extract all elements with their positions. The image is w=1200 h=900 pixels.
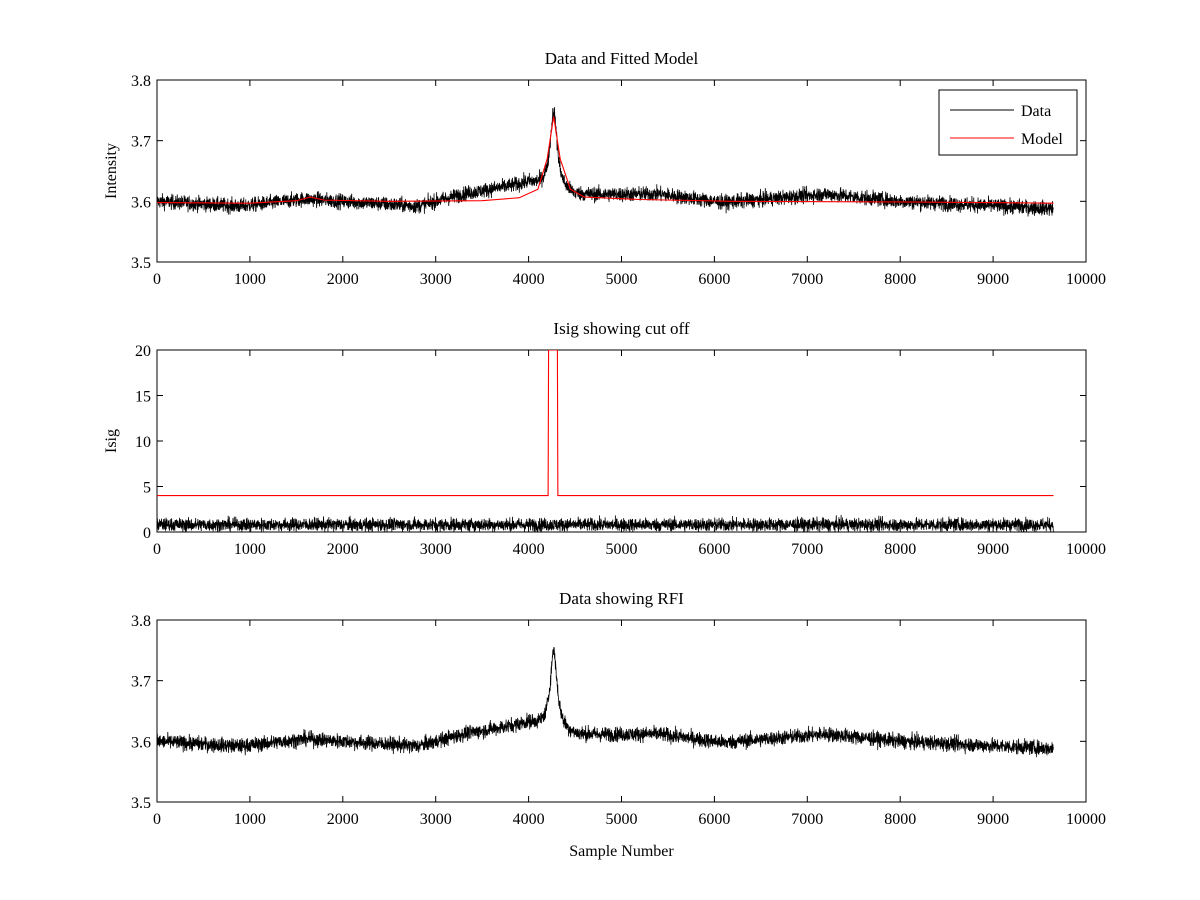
y-tick-label: 5 xyxy=(143,480,151,497)
x-tick-label: 3000 xyxy=(420,271,452,288)
x-tick-label: 1000 xyxy=(234,271,266,288)
x-tick-label: 4000 xyxy=(513,811,545,828)
chart-title: Isig showing cut off xyxy=(553,319,689,338)
y-tick-label: 0 xyxy=(143,525,151,542)
series-isig-line xyxy=(157,514,1054,532)
series-data-line xyxy=(157,107,1054,217)
y-tick-label: 3.6 xyxy=(131,734,151,751)
x-tick-label: 0 xyxy=(153,811,161,828)
y-tick-label: 15 xyxy=(135,389,151,406)
x-tick-label: 7000 xyxy=(791,541,823,558)
y-tick-label: 3.5 xyxy=(131,795,151,812)
x-tick-label: 0 xyxy=(153,541,161,558)
y-tick-label: 3.7 xyxy=(131,134,151,151)
y-tick-label: 20 xyxy=(135,343,151,360)
x-tick-label: 9000 xyxy=(977,271,1009,288)
x-tick-label: 1000 xyxy=(234,811,266,828)
x-tick-label: 2000 xyxy=(327,541,359,558)
x-tick-label: 5000 xyxy=(606,541,638,558)
legend-label: Data xyxy=(1021,103,1051,120)
axes-box xyxy=(156,79,1087,263)
x-tick-label: 5000 xyxy=(606,811,638,828)
x-tick-label: 0 xyxy=(153,271,161,288)
x-tick-label: 10000 xyxy=(1066,271,1106,288)
x-tick-label: 8000 xyxy=(884,541,916,558)
x-tick-label: 4000 xyxy=(513,271,545,288)
chart-title: Data showing RFI xyxy=(559,589,684,608)
legend: Data Model xyxy=(938,89,1078,156)
x-tick-label: 9000 xyxy=(977,541,1009,558)
legend-box xyxy=(938,89,1078,156)
legend-label: Model xyxy=(1021,131,1063,148)
x-axis-label: Sample Number xyxy=(569,843,674,860)
x-tick-label: 3000 xyxy=(420,811,452,828)
y-tick-label: 3.8 xyxy=(131,73,151,90)
y-tick-label: 3.7 xyxy=(131,674,151,691)
series-data-line xyxy=(157,647,1054,758)
isig-panel: 0 1000 2000 3000 4000 5000 6000 7000 8000 9000 100… xyxy=(103,319,1106,558)
x-tick-label: 2000 xyxy=(327,271,359,288)
x-tick-label: 4000 xyxy=(513,541,545,558)
x-tick-label: 8000 xyxy=(884,811,916,828)
x-tick-label: 9000 xyxy=(977,811,1009,828)
x-tick-label: 8000 xyxy=(884,271,916,288)
x-tick-label: 7000 xyxy=(791,811,823,828)
y-axis-label: Isig xyxy=(103,429,120,453)
axes-box xyxy=(156,619,1087,803)
x-tick-label: 3000 xyxy=(420,541,452,558)
x-tick-label: 6000 xyxy=(698,541,730,558)
x-tick-label: 10000 xyxy=(1066,811,1106,828)
x-tick-label: 6000 xyxy=(698,271,730,288)
intensity-panel: 0 1000 2000 3000 4000 5000 6000 7000 8000 9000 100… xyxy=(103,49,1106,288)
x-tick-label: 2000 xyxy=(327,811,359,828)
axes-box xyxy=(156,349,1087,533)
x-tick-label: 6000 xyxy=(698,811,730,828)
chart-title: Data and Fitted Model xyxy=(545,49,699,68)
y-tick-label: 3.8 xyxy=(131,613,151,630)
series-cut-off-line xyxy=(157,350,1054,497)
x-tick-label: 7000 xyxy=(791,271,823,288)
y-tick-label: 10 xyxy=(135,434,151,451)
rfi-panel: 0 1000 2000 3000 4000 5000 6000 7000 8000 9000 100… xyxy=(131,589,1106,860)
series-model-line xyxy=(157,116,1054,204)
y-axis-label: Intensity xyxy=(103,143,120,199)
x-tick-label: 1000 xyxy=(234,541,266,558)
x-tick-label: 5000 xyxy=(606,271,638,288)
y-tick-label: 3.6 xyxy=(131,194,151,211)
y-tick-label: 3.5 xyxy=(131,255,151,272)
x-tick-label: 10000 xyxy=(1066,541,1106,558)
